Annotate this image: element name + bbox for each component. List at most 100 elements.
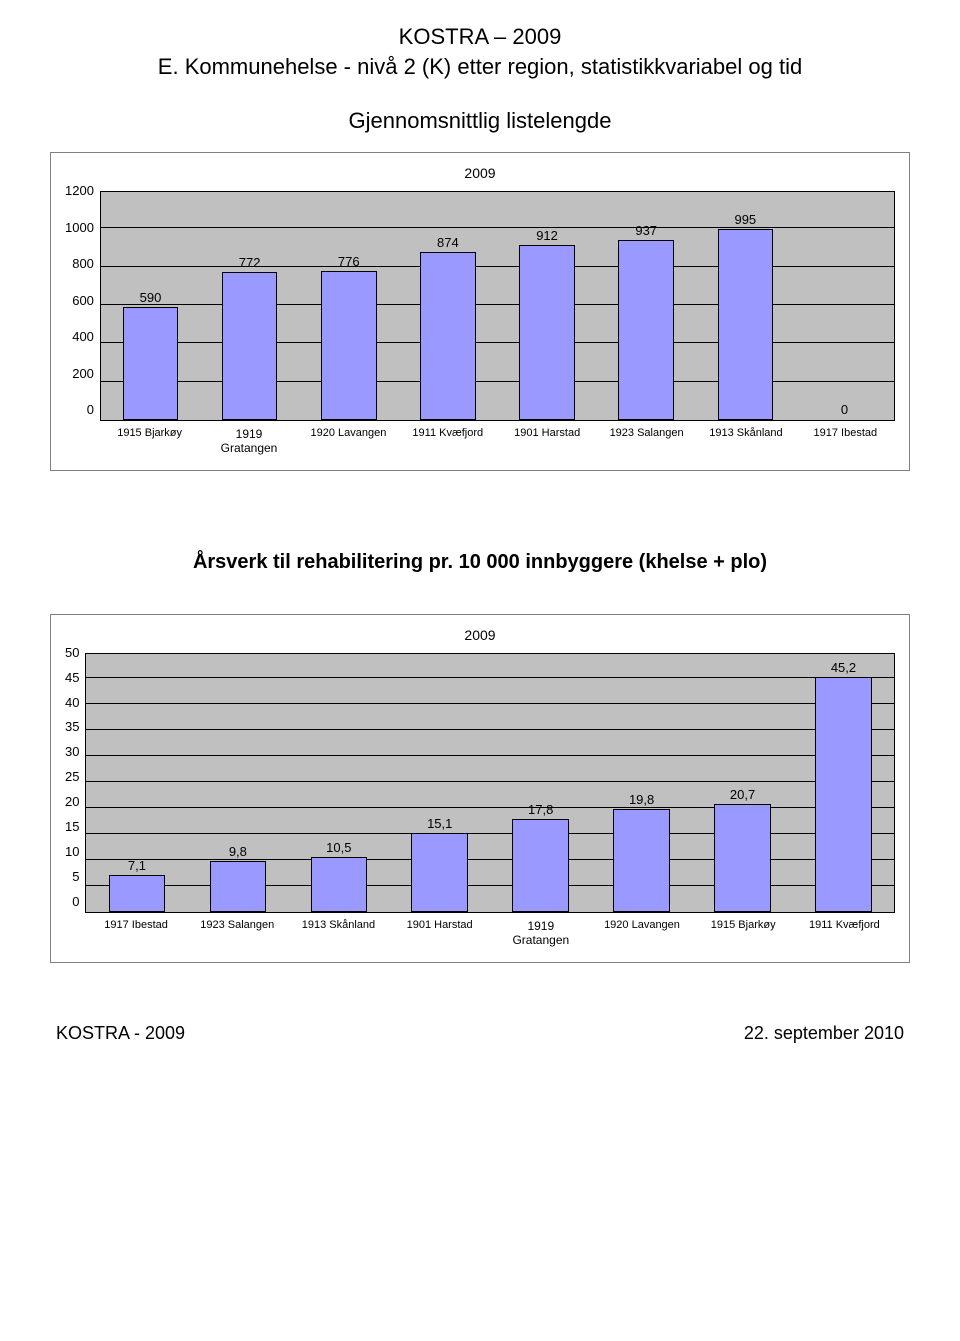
chart2-frame: 2009 50454035302520151050 7,19,810,515,1… [50, 614, 910, 963]
bar: 937 [618, 240, 674, 420]
y-tick: 1000 [65, 221, 94, 234]
chart2-body: 50454035302520151050 7,19,810,515,117,81… [65, 653, 895, 948]
y-tick: 10 [65, 845, 79, 858]
x-tick: 1920 Lavangen [299, 427, 398, 456]
chart2-title: Årsverk til rehabilitering pr. 10 000 in… [50, 551, 910, 574]
bar-value-label: 912 [536, 228, 558, 243]
bar-slot: 772 [200, 192, 299, 420]
bar: 776 [321, 271, 377, 420]
bar-slot: 9,8 [187, 654, 288, 912]
y-tick: 50 [65, 646, 79, 659]
bar-value-label: 45,2 [831, 660, 856, 675]
chart2-y-axis: 50454035302520151050 [65, 646, 85, 908]
bar-slot: 995 [696, 192, 795, 420]
y-tick: 30 [65, 745, 79, 758]
bar-slot: 17,8 [490, 654, 591, 912]
y-tick: 0 [72, 895, 79, 908]
x-tick: 1920 Lavangen [591, 919, 692, 948]
bar: 912 [519, 245, 575, 420]
bar-slot: 590 [101, 192, 200, 420]
x-tick: 1919Gratangen [199, 427, 298, 456]
bar-value-label: 7,1 [128, 858, 146, 873]
x-tick: 1915 Bjarkøy [100, 427, 199, 456]
footer-right: 22. september 2010 [744, 1023, 904, 1044]
chart2-plot-wrap: 7,1 9,8 10,5 15,1 17,8 19,8 20,7 45,2 1917 Ibes… [85, 653, 895, 948]
bar: 995 [718, 229, 774, 420]
bar-value-label: 776 [338, 254, 360, 269]
y-tick: 35 [65, 720, 79, 733]
bar-slot: 776 [299, 192, 398, 420]
bar: 15,1 [411, 833, 468, 912]
chart2-year: 2009 [65, 627, 895, 643]
footer-left: KOSTRA - 2009 [56, 1023, 185, 1044]
chart2-bars: 7,1 9,8 10,5 15,1 17,8 19,8 20,7 45,2 [86, 654, 894, 912]
x-tick: 1917 Ibestad [796, 427, 895, 456]
chart1-plot-wrap: 590 772 776 874 912 937 995 0 1915 Bjarkøy1919G… [100, 191, 895, 456]
bar-value-label: 15,1 [427, 816, 452, 831]
x-tick: 1919Gratangen [490, 919, 591, 948]
bar-slot: 937 [597, 192, 696, 420]
bar-slot: 912 [497, 192, 596, 420]
y-tick: 15 [65, 820, 79, 833]
x-tick: 1923 Salangen [597, 427, 696, 456]
y-tick: 200 [72, 367, 94, 380]
chart1-body: 120010008006004002000 590772776874912937… [65, 191, 895, 456]
bar-value-label: 772 [239, 255, 261, 270]
bar-value-label: 20,7 [730, 787, 755, 802]
chart1-title: Gjennomsnittlig listelengde [50, 108, 910, 134]
bar-slot: 874 [398, 192, 497, 420]
bar: 45,2 [815, 677, 872, 912]
chart2-x-axis: 1917 Ibestad1923 Salangen1913 Skånland19… [85, 919, 895, 948]
bar: 590 [123, 307, 179, 420]
bar-value-label: 0 [841, 402, 848, 417]
x-tick: 1913 Skånland [288, 919, 389, 948]
y-tick: 5 [72, 870, 79, 883]
bar-slot: 7,1 [86, 654, 187, 912]
chart1-plot: 590 772 776 874 912 937 995 0 [100, 191, 895, 421]
bar-value-label: 874 [437, 235, 459, 250]
x-tick: 1923 Salangen [187, 919, 288, 948]
bar-slot: 45,2 [793, 654, 894, 912]
x-tick: 1901 Harstad [497, 427, 596, 456]
chart1-frame: 2009 120010008006004002000 5907727768749… [50, 152, 910, 471]
y-tick: 400 [72, 330, 94, 343]
x-tick: 1917 Ibestad [85, 919, 186, 948]
chart1-y-axis: 120010008006004002000 [65, 184, 100, 416]
bar-slot: 19,8 [591, 654, 692, 912]
x-tick: 1915 Bjarkøy [693, 919, 794, 948]
y-tick: 40 [65, 696, 79, 709]
bar-slot: 20,7 [692, 654, 793, 912]
bar-value-label: 17,8 [528, 802, 553, 817]
chart1-x-axis: 1915 Bjarkøy1919Gratangen1920 Lavangen19… [100, 427, 895, 456]
bar: 9,8 [210, 861, 267, 912]
bar-slot: 10,5 [288, 654, 389, 912]
chart2-plot: 7,1 9,8 10,5 15,1 17,8 19,8 20,7 45,2 [85, 653, 895, 913]
bar: 772 [222, 272, 278, 420]
chart1-bars: 590 772 776 874 912 937 995 0 [101, 192, 894, 420]
bar-value-label: 10,5 [326, 840, 351, 855]
y-tick: 20 [65, 795, 79, 808]
y-tick: 1200 [65, 184, 94, 197]
x-tick: 1911 Kvæfjord [794, 919, 895, 948]
bar: 20,7 [714, 804, 771, 912]
y-tick: 0 [87, 403, 94, 416]
doc-header-line2: E. Kommunehelse - nivå 2 (K) etter regio… [50, 54, 910, 80]
bar-slot: 0 [795, 192, 894, 420]
y-tick: 45 [65, 671, 79, 684]
bar: 17,8 [512, 819, 569, 912]
bar-value-label: 9,8 [229, 844, 247, 859]
bar-value-label: 19,8 [629, 792, 654, 807]
bar-slot: 15,1 [389, 654, 490, 912]
bar: 874 [420, 252, 476, 420]
x-tick: 1911 Kvæfjord [398, 427, 497, 456]
bar-value-label: 995 [734, 212, 756, 227]
bar-value-label: 590 [140, 290, 162, 305]
bar: 7,1 [109, 875, 166, 912]
page-footer: KOSTRA - 2009 22. september 2010 [50, 1023, 910, 1044]
x-tick: 1901 Harstad [389, 919, 490, 948]
bar: 10,5 [311, 857, 368, 912]
y-tick: 600 [72, 294, 94, 307]
page: KOSTRA – 2009 E. Kommunehelse - nivå 2 (… [0, 0, 960, 1074]
y-tick: 25 [65, 770, 79, 783]
chart1-year: 2009 [65, 165, 895, 181]
